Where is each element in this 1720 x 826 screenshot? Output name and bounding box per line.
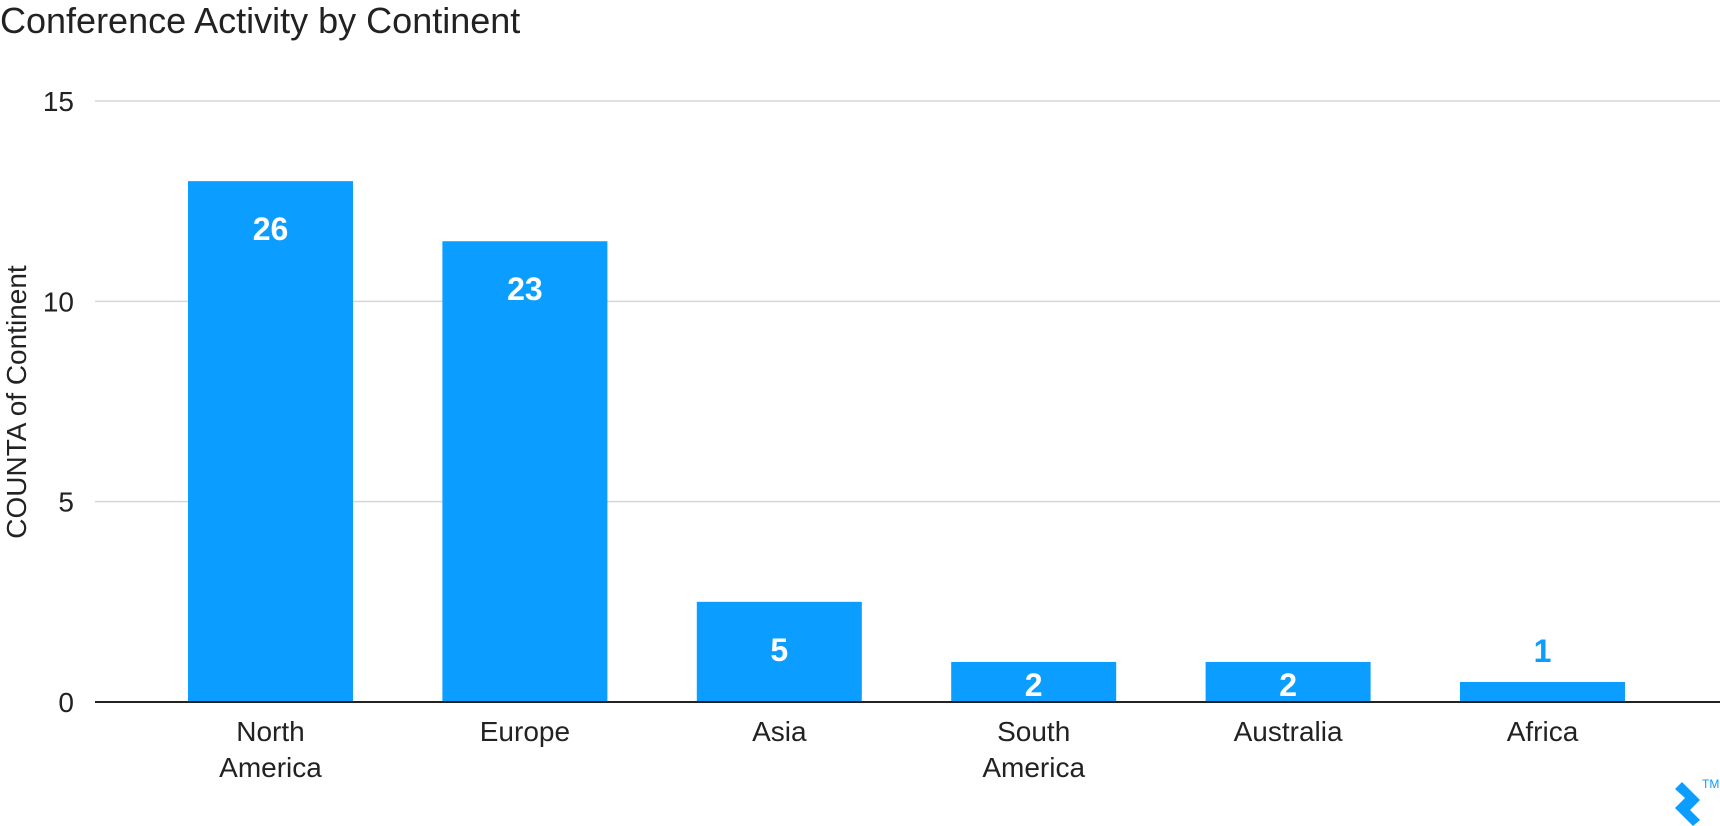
x-category-label-line: America [219, 752, 322, 783]
x-category-label-line: Europe [480, 716, 570, 747]
x-category-label: Europe [480, 716, 570, 747]
bar [1460, 681, 1625, 702]
x-category-label: South America [982, 716, 1085, 783]
x-category-label-line: North [236, 716, 304, 747]
bar [1205, 661, 1371, 702]
x-category-label-line: South [997, 716, 1070, 747]
x-category-label-line: Australia [1234, 716, 1343, 747]
y-tick-label: 5 [58, 487, 74, 518]
x-category-label: North America [219, 716, 322, 783]
trademark-mark: TM [1702, 777, 1719, 791]
y-tick-label: 10 [43, 286, 74, 317]
y-tick-label: 15 [43, 86, 74, 117]
x-category-label: Australia [1234, 716, 1343, 747]
bar [188, 181, 353, 703]
y-tick-label: 0 [58, 687, 74, 718]
bar [951, 661, 1117, 702]
x-axis-categories: North America Europe Asia South America Austra… [219, 716, 1579, 783]
data-label: 2 [1279, 667, 1297, 703]
y-axis-title: COUNTA of Continent [1, 265, 32, 539]
bar [442, 241, 608, 702]
chart-title: Conference Activity by Continent [0, 0, 521, 41]
x-category-label-line: Africa [1507, 716, 1579, 747]
data-label: 1 [1534, 633, 1552, 669]
data-label: 23 [507, 271, 543, 307]
x-category-label: Africa [1507, 716, 1579, 747]
y-axis-ticks: 0 5 10 15 [43, 86, 74, 718]
bars: 26 23 5 2 2 1 [188, 181, 1625, 703]
data-label: 5 [770, 632, 788, 668]
x-category-label-line: Asia [752, 716, 807, 747]
x-category-label: Asia [752, 716, 807, 747]
gridlines [95, 100, 1720, 503]
toptal-logo-icon: TM [1675, 777, 1719, 826]
data-label: 2 [1025, 667, 1043, 703]
data-label: 26 [253, 211, 289, 247]
x-category-label-line: America [982, 752, 1085, 783]
bar [696, 601, 862, 702]
